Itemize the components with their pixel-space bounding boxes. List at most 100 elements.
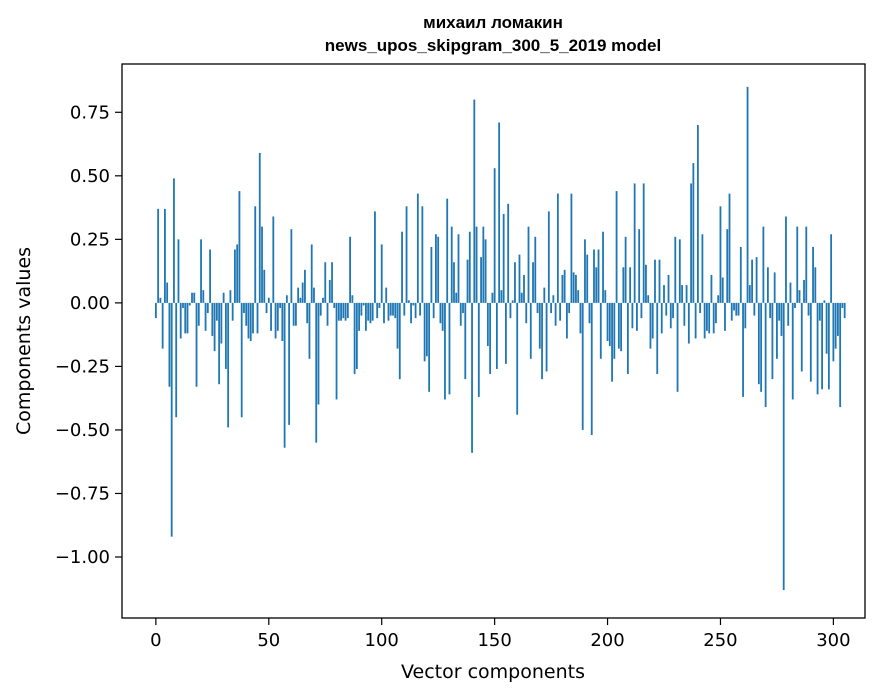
bar — [414, 302, 417, 319]
bar — [353, 302, 356, 375]
bar — [606, 302, 609, 341]
bar — [622, 267, 625, 303]
bar — [355, 302, 358, 369]
bar — [753, 302, 756, 316]
bar — [441, 302, 444, 331]
bar — [509, 302, 512, 319]
bar — [281, 302, 284, 341]
bar — [200, 239, 202, 303]
bar — [209, 249, 211, 303]
bar — [471, 302, 473, 453]
bar — [234, 249, 236, 303]
bar — [789, 282, 792, 303]
bar — [346, 302, 349, 319]
bar — [511, 300, 514, 303]
bar — [374, 211, 376, 303]
bar — [405, 206, 408, 303]
bar — [466, 259, 469, 303]
bar — [832, 302, 835, 362]
bar — [360, 302, 363, 316]
bar — [186, 302, 189, 334]
bar — [326, 302, 329, 326]
bar — [220, 302, 223, 344]
bar — [570, 193, 573, 303]
bar — [834, 302, 837, 349]
bar — [645, 264, 647, 303]
bar — [378, 302, 381, 308]
bar — [243, 302, 245, 314]
bar — [475, 226, 478, 303]
y-axis-ticks: 0.75 0.50 0.25 0.00 −0.25 −0.50 −0.75 −1.00 — [55, 102, 122, 568]
bar — [322, 297, 324, 303]
bar — [780, 302, 783, 336]
bar — [448, 302, 451, 395]
bar — [500, 290, 503, 303]
bar — [604, 290, 607, 303]
bar — [380, 244, 383, 303]
bar — [678, 239, 681, 303]
bar — [656, 302, 659, 375]
bar — [457, 234, 460, 303]
bar — [398, 302, 401, 380]
bar — [572, 272, 575, 303]
x-tick-label: 100 — [365, 630, 399, 651]
bar — [164, 208, 166, 303]
bar — [301, 282, 304, 303]
bar — [529, 302, 532, 359]
bar — [477, 302, 480, 397]
bar — [837, 302, 839, 336]
bar — [486, 302, 489, 347]
bar — [658, 259, 661, 303]
bar — [665, 302, 668, 316]
bar — [699, 302, 702, 314]
bar — [791, 302, 794, 400]
bar — [342, 302, 345, 319]
bar — [389, 302, 392, 316]
bar — [748, 285, 751, 303]
bar — [706, 302, 708, 331]
bar — [724, 302, 726, 331]
bar — [778, 302, 781, 321]
bar — [333, 302, 336, 308]
bar — [602, 231, 604, 303]
bar — [317, 302, 320, 405]
bar — [173, 178, 175, 303]
bar — [450, 226, 453, 303]
bar — [410, 302, 412, 324]
bar — [484, 239, 487, 303]
bar — [304, 269, 306, 303]
x-axis-label: Vector components — [401, 661, 585, 683]
y-tick-label: −0.25 — [55, 356, 110, 377]
bar — [444, 302, 446, 400]
bar — [532, 262, 534, 303]
bar — [179, 302, 182, 339]
bar — [640, 302, 643, 319]
bar — [809, 302, 812, 382]
bar — [218, 302, 221, 385]
bar — [154, 302, 157, 319]
bar — [773, 272, 776, 303]
bar — [554, 302, 557, 326]
bar — [708, 302, 711, 334]
bar — [238, 191, 241, 303]
bar — [482, 226, 485, 303]
bar — [843, 302, 846, 319]
bar — [538, 302, 541, 349]
bar — [299, 297, 302, 303]
bar — [561, 274, 564, 303]
bar — [599, 302, 602, 359]
bar — [518, 254, 521, 303]
bar — [290, 229, 293, 303]
bar — [785, 216, 787, 303]
bar — [552, 295, 555, 303]
bar — [245, 302, 248, 326]
bar — [703, 302, 706, 339]
bar — [839, 302, 842, 408]
bar — [701, 234, 704, 303]
x-tick-label: 0 — [150, 630, 161, 651]
bar — [620, 302, 622, 352]
bar — [649, 302, 652, 349]
bar — [676, 302, 679, 392]
bar — [495, 302, 498, 369]
